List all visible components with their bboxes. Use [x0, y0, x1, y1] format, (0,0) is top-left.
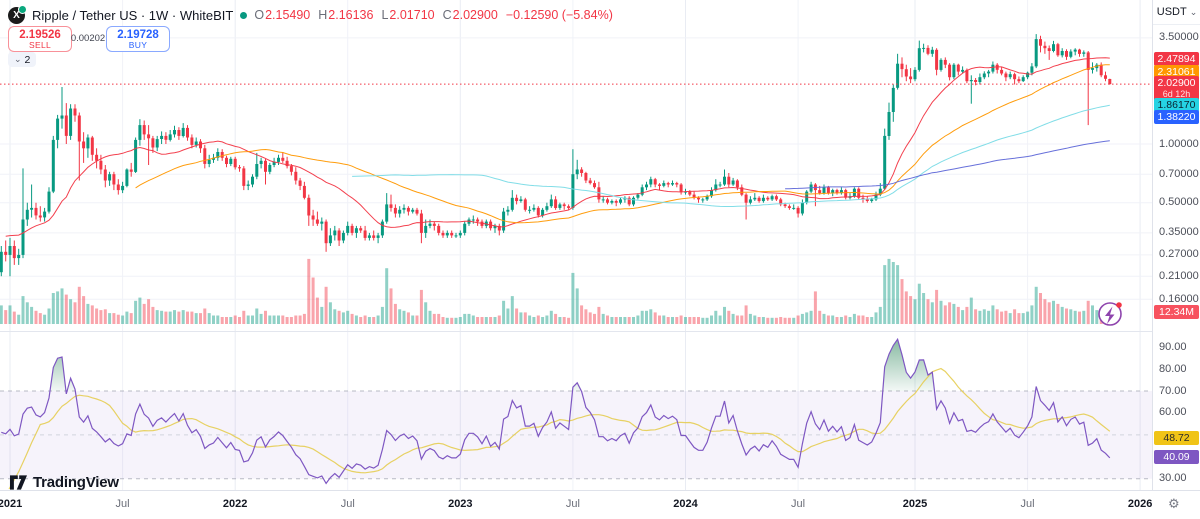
buy-button[interactable]: 2.19728 BUY — [106, 26, 170, 52]
time-label-jul: Jul — [115, 498, 130, 510]
rsi-tick: 80.00 — [1159, 362, 1187, 375]
volume-tag: 12.34M — [1154, 305, 1199, 319]
symbol-title[interactable]: Ripple / Tether US · 1W · WhiteBIT — [32, 7, 234, 23]
sma100-value-tag: 1.86170 — [1154, 98, 1199, 113]
rsi-ma-value-tag: 48.72 — [1154, 430, 1199, 445]
tradingview-logo-text: TradingView — [33, 474, 119, 491]
time-label-2023: 2023 — [448, 498, 473, 510]
gear-icon[interactable]: ⚙ — [1168, 496, 1180, 511]
chart-legend: X Ripple / Tether US · 1W · WhiteBIT O2.… — [8, 4, 613, 24]
high-value: 2.16136 — [328, 8, 374, 22]
sma20-value-tag: 2.47894 — [1154, 52, 1199, 67]
indicator-count: 2 — [24, 53, 31, 66]
time-label-jul: Jul — [565, 498, 580, 510]
time-label-2021: 2021 — [0, 498, 23, 510]
sell-button[interactable]: 2.19526 SELL — [8, 26, 72, 52]
price-tick: 3.50000 — [1159, 31, 1199, 44]
rsi-tick: 60.00 — [1159, 406, 1187, 419]
price-tick: 0.35000 — [1159, 226, 1199, 239]
collapse-indicators-chip[interactable]: ⌄ 2 — [8, 52, 37, 67]
price-tick: 0.70000 — [1159, 167, 1199, 180]
market-status-dot — [240, 11, 248, 19]
sell-price: 2.19526 — [19, 28, 61, 41]
ohlc-readout: O2.15490 H2.16136 L2.01710 C2.02900 −0.1… — [254, 8, 613, 22]
time-axis[interactable]: ⚙ 2021 Jul 2022 Jul 2023 Jul 2024 Jul 2025 Jul 202… — [0, 490, 1200, 519]
price-tick: 0.21000 — [1159, 269, 1199, 282]
rsi-value-tag: 40.09 — [1154, 449, 1199, 464]
currency-dropdown[interactable]: USDT ⌄ — [1153, 0, 1200, 25]
tradingview-logo-icon — [10, 475, 27, 490]
rsi-tick: 70.00 — [1159, 384, 1187, 397]
symbol-logo-letter: X — [13, 9, 20, 21]
sma200-value-tag: 1.38220 — [1154, 109, 1199, 124]
price-tick: 0.27000 — [1159, 248, 1199, 261]
time-label-2024: 2024 — [673, 498, 698, 510]
currency-label: USDT — [1156, 6, 1187, 18]
lightning-trade-icon[interactable] — [1098, 302, 1122, 326]
spread-value: 0.00202 — [70, 32, 106, 44]
sma50-value-tag: 2.31061 — [1154, 65, 1199, 80]
time-label-2025: 2025 — [902, 498, 928, 510]
symbol-status-mini-dot — [18, 4, 27, 14]
time-label-2022: 2022 — [222, 498, 248, 510]
time-label-2026: 2026 — [1127, 498, 1153, 510]
close-value: 2.02900 — [452, 8, 498, 22]
rsi-tick: 30.00 — [1159, 472, 1187, 485]
symbol-logo-icon[interactable]: X — [8, 4, 27, 24]
price-tick: 0.50000 — [1159, 196, 1199, 209]
time-label-jul: Jul — [340, 498, 355, 510]
last-price-tag: 2.02900 6d 12h — [1154, 76, 1199, 102]
price-tick: 1.00000 — [1159, 137, 1199, 150]
price-axis[interactable]: USDT ⌄ 3.50000 1.00000 0.70000 0.50000 0.350… — [1152, 0, 1200, 490]
low-value: 2.01710 — [389, 8, 435, 22]
rsi-tick: 90.00 — [1159, 340, 1187, 353]
price-tick: 0.16000 — [1159, 292, 1199, 305]
time-label-jul: Jul — [1020, 498, 1035, 510]
chevron-down-icon: ⌄ — [1189, 6, 1198, 17]
open-value: 2.15490 — [265, 8, 311, 22]
chevron-down-icon: ⌄ — [14, 54, 22, 64]
change-value: −0.12590 (−5.84%) — [505, 8, 613, 22]
buy-price: 2.19728 — [117, 28, 159, 41]
tradingview-logo[interactable]: TradingView — [10, 474, 119, 491]
time-label-jul: Jul — [791, 498, 806, 510]
